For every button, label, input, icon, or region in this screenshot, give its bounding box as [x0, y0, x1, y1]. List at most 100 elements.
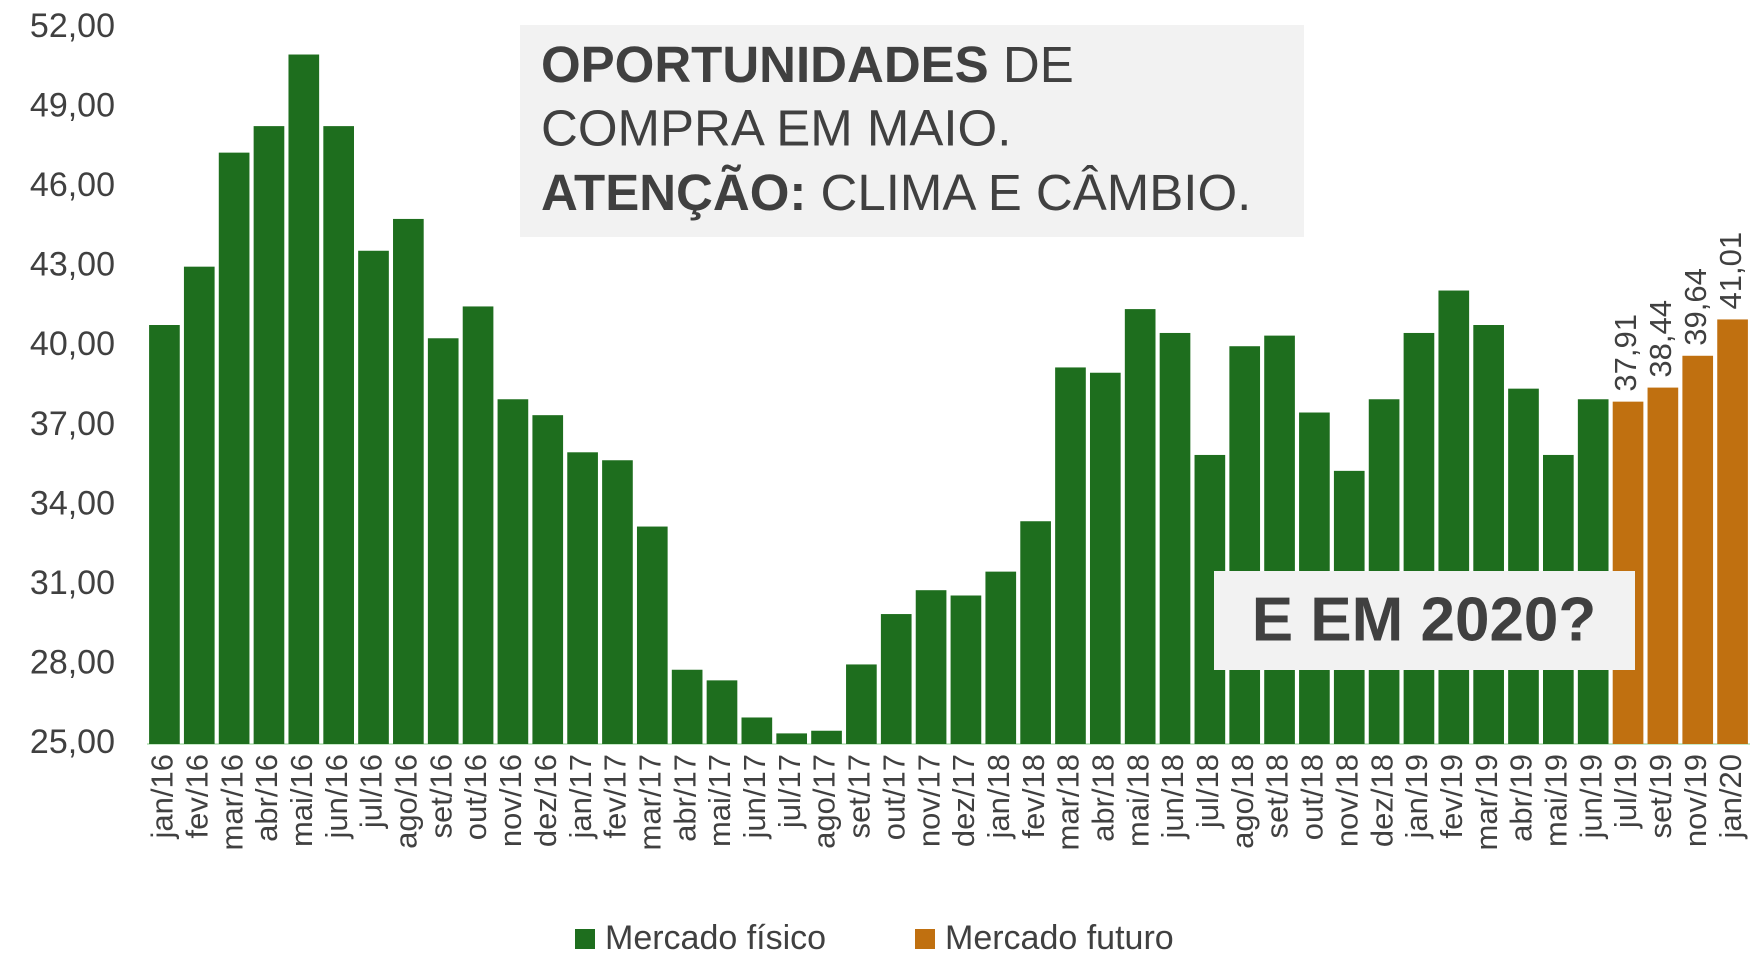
callout: E EM 2020?: [1252, 585, 1597, 654]
x-tick-label: dez/16: [528, 754, 563, 847]
y-tick-label: 34,00: [30, 484, 115, 522]
x-tick-label: fev/16: [179, 754, 214, 838]
bar: [776, 733, 808, 744]
bar: [532, 415, 564, 744]
x-tick-label: mai/16: [284, 754, 319, 847]
x-tick-label: out/16: [458, 754, 493, 840]
data-label: 38,44: [1643, 300, 1678, 378]
y-tick-label: 52,00: [30, 7, 115, 45]
annotation-line: COMPRA EM MAIO.: [541, 99, 1011, 156]
callout-box: [1214, 571, 1635, 670]
bar: [1717, 319, 1748, 744]
data-label: 37,91: [1608, 314, 1643, 392]
data-label: 41,01: [1713, 232, 1748, 310]
data-label: 39,64: [1678, 268, 1713, 346]
legend-label: Mercado físico: [605, 919, 826, 957]
x-tick-label: mai/19: [1539, 754, 1574, 847]
annotation-bold: OPORTUNIDADES: [541, 36, 989, 93]
bar: [218, 152, 250, 745]
x-tick-label: abr/19: [1504, 754, 1539, 842]
y-tick-label: 31,00: [30, 564, 115, 602]
bar: [846, 664, 877, 744]
bar: [462, 306, 494, 744]
x-tick-label: mar/17: [632, 754, 667, 850]
bar: [427, 338, 459, 744]
x-tick-label: nov/19: [1678, 754, 1713, 847]
bar: [880, 614, 912, 744]
bar: [1159, 332, 1191, 744]
bar: [1264, 335, 1295, 744]
x-tick-label: nov/18: [1329, 754, 1364, 847]
bar: [323, 126, 354, 744]
x-tick-label: set/18: [1260, 754, 1295, 838]
x-tick-label: mar/16: [214, 754, 249, 850]
x-tick-label: fev/18: [1016, 754, 1051, 838]
x-tick-label: abr/17: [667, 754, 702, 842]
legend-swatch: [915, 929, 935, 949]
bar: [253, 126, 285, 744]
x-tick-label: set/19: [1643, 754, 1678, 838]
bar: [636, 526, 668, 744]
x-tick-label: jun/19: [1573, 754, 1608, 839]
x-tick-label: fev/19: [1434, 754, 1469, 838]
bar: [149, 325, 180, 744]
y-tick-label: 40,00: [30, 325, 115, 363]
bar: [567, 452, 598, 744]
x-tick-label: mar/19: [1469, 754, 1504, 850]
x-tick-label: abr/18: [1086, 754, 1121, 842]
bar: [1473, 325, 1504, 744]
bar: [1020, 521, 1051, 744]
annotation-bold: ATENÇÃO:: [541, 163, 806, 221]
x-tick-label: ago/18: [1225, 754, 1260, 849]
bar: [183, 266, 215, 744]
x-tick-label: jan/18: [981, 754, 1016, 839]
x-tick-label: ago/16: [389, 754, 424, 849]
bar: [915, 590, 947, 744]
annotation-line: ATENÇÃO: CLIMA E CÂMBIO.: [541, 163, 1251, 221]
x-tick-label: jun/18: [1155, 754, 1190, 839]
y-tick-label: 46,00: [30, 166, 115, 204]
bar: [1055, 367, 1086, 744]
x-tick-label: mai/18: [1120, 754, 1155, 847]
bar: [288, 54, 320, 745]
x-tick-label: jun/16: [319, 754, 354, 839]
bar: [1682, 355, 1714, 744]
x-tick-label: dez/17: [946, 754, 981, 847]
x-tick-label: jan/17: [563, 754, 598, 839]
bar: [950, 595, 982, 744]
y-tick-label: 49,00: [30, 87, 115, 125]
x-tick-label: fev/17: [598, 754, 633, 838]
bar: [1124, 309, 1156, 744]
x-tick-label: jul/19: [1608, 754, 1643, 829]
x-tick-label: set/16: [423, 754, 458, 838]
bar: [497, 399, 529, 744]
bar: [358, 250, 389, 744]
x-tick-label: abr/16: [249, 754, 284, 842]
bar: [1403, 332, 1435, 744]
x-tick-label: jul/16: [354, 754, 389, 829]
annotation-text: CLIMA E CÂMBIO.: [806, 164, 1251, 221]
bar: [602, 460, 633, 744]
annotation-text: DE: [989, 36, 1074, 93]
bar: [1229, 346, 1261, 744]
bar: [1647, 387, 1679, 744]
bar: [706, 680, 738, 744]
y-tick-label: 43,00: [30, 246, 115, 284]
legend-label: Mercado futuro: [945, 919, 1174, 957]
x-tick-label: jan/20: [1713, 754, 1748, 839]
x-tick-label: jun/17: [737, 754, 772, 839]
x-tick-label: jul/18: [1190, 754, 1225, 829]
bar: [1508, 388, 1539, 744]
bar: [671, 669, 703, 744]
bar: [1438, 290, 1470, 744]
annotation-box: [520, 25, 1304, 237]
x-tick-label: out/18: [1295, 754, 1330, 840]
x-tick-label: nov/16: [493, 754, 528, 847]
bar: [393, 218, 424, 744]
bar: [1089, 372, 1121, 744]
x-tick-label: jul/17: [772, 754, 807, 829]
y-tick-label: 25,00: [30, 723, 115, 761]
x-tick-label: ago/17: [807, 754, 842, 849]
annotation-line: OPORTUNIDADES DE: [541, 36, 1074, 93]
